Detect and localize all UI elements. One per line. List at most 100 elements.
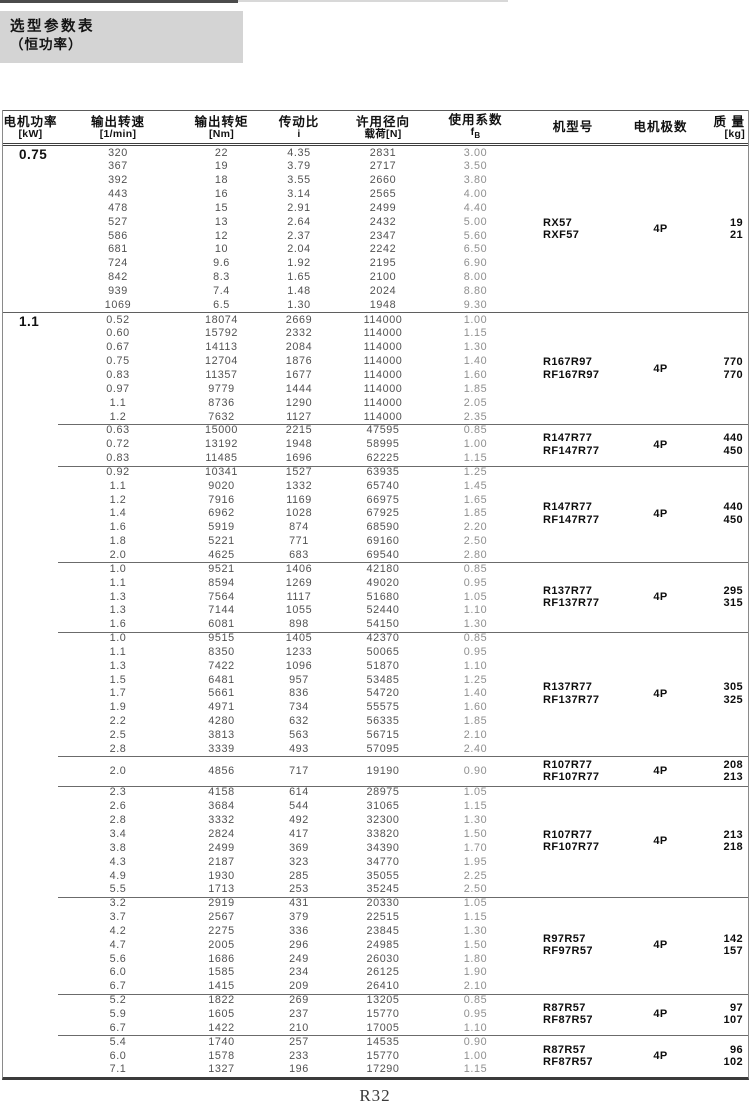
cell-ratio: 2.64 — [287, 215, 311, 228]
cell-fb: 1.95 — [463, 855, 488, 868]
cell-load: 26410 — [366, 980, 400, 993]
model-name: RF137R77 — [543, 597, 600, 610]
cell-load: 114000 — [363, 327, 403, 340]
poles-cell: 4P — [653, 362, 668, 375]
cell-load: 54720 — [366, 687, 400, 700]
table-row: 392 18 3.55 2660 3.80 — [3, 174, 748, 188]
table-row: 2.8 3332 492 32300 1.30 — [3, 814, 748, 828]
header-model: 机型号 — [552, 120, 594, 135]
cell-fb: 5.00 — [463, 215, 488, 228]
cell-load: 26125 — [366, 966, 400, 979]
cell-speed: 1.5 — [109, 673, 127, 686]
cell-torque: 2187 — [208, 855, 235, 868]
page-subtitle: （恒功率） — [10, 37, 83, 52]
cell-fb: 1.85 — [463, 715, 488, 728]
cell-ratio: 249 — [289, 952, 309, 965]
cell-load: 32300 — [366, 814, 400, 827]
cell-fb: 1.45 — [463, 479, 488, 492]
cell-load: 2100 — [369, 271, 397, 284]
mass-value: 315 — [723, 597, 743, 610]
cell-torque: 12704 — [204, 355, 239, 368]
cell-fb: 1.10 — [463, 1021, 488, 1034]
poles-cell: 4P — [653, 507, 668, 520]
table-row: 1.0 9521 1406 42180 0.85 — [3, 562, 748, 576]
mass-value: 450 — [723, 513, 743, 526]
cell-ratio: 836 — [289, 687, 309, 700]
header-output-speed: 输出转速 [1/min] — [90, 114, 145, 140]
cell-load: 14535 — [366, 1035, 400, 1048]
table-row: 527 13 2.64 2432 5.00 — [3, 215, 748, 229]
table-row: 0.60 15792 2332 114000 1.15 — [3, 327, 748, 341]
cell-fb: 1.10 — [463, 604, 488, 617]
mass-value: 770 — [723, 356, 743, 369]
cell-speed: 724 — [108, 257, 128, 270]
mass-cell: 19 21 — [693, 146, 743, 312]
table-row: 0.83 11357 1677 114000 1.60 — [3, 369, 748, 383]
table-row: 478 15 2.91 2499 4.40 — [3, 201, 748, 215]
mass-cell: 770 770 — [693, 313, 743, 424]
table-row: 1.1 8594 1269 49020 0.95 — [3, 576, 748, 590]
cell-fb: 2.10 — [463, 980, 488, 993]
cell-load: 56335 — [366, 715, 400, 728]
cell-ratio: 379 — [289, 911, 309, 924]
cell-ratio: 632 — [289, 715, 309, 728]
title-box: 选型参数表 （恒功率） — [0, 11, 243, 63]
cell-torque: 9515 — [208, 632, 235, 645]
cell-torque: 1740 — [208, 1035, 235, 1048]
cell-speed: 1.0 — [109, 632, 127, 645]
cell-torque: 7564 — [208, 590, 235, 603]
model-name: RXF57 — [543, 229, 580, 242]
model-cell: R147R77 RF147R77 — [518, 466, 628, 563]
cell-load: 26030 — [366, 952, 400, 965]
cell-torque: 1422 — [208, 1021, 235, 1034]
table-row: 4.7 2005 296 24985 1.50 — [3, 938, 748, 952]
table-row: 2.3 4158 614 28975 1.05 — [3, 786, 748, 800]
cell-load: 42370 — [366, 632, 400, 645]
cell-fb: 0.85 — [463, 562, 488, 575]
model-name: RF107R77 — [543, 841, 600, 854]
mass-value: 213 — [723, 771, 743, 784]
mass-value: 102 — [723, 1056, 743, 1069]
cell-load: 51870 — [366, 659, 400, 672]
cell-load: 52440 — [366, 604, 400, 617]
cell-fb: 3.80 — [463, 174, 488, 187]
cell-ratio: 369 — [289, 841, 309, 854]
top-rule-light — [238, 0, 508, 2]
page-number: R32 — [359, 1086, 391, 1105]
table-row: 586 12 2.37 2347 5.60 — [3, 229, 748, 243]
header-motor-poles: 电机极数 — [633, 120, 688, 135]
cell-speed: 6.0 — [109, 966, 127, 979]
cell-torque: 8736 — [208, 396, 235, 409]
model-name: R167R97 — [543, 356, 593, 369]
cell-fb: 1.30 — [463, 618, 488, 631]
model-name: R87R57 — [543, 1043, 586, 1056]
cell-speed: 4.2 — [109, 924, 127, 937]
cell-fb: 3.50 — [463, 160, 488, 173]
cell-ratio: 1269 — [285, 576, 313, 589]
cell-fb: 1.15 — [463, 911, 488, 924]
cell-speed: 1.3 — [109, 604, 127, 617]
cell-load: 65740 — [366, 479, 400, 492]
cell-speed: 1.2 — [109, 493, 127, 506]
cell-load: 66975 — [366, 493, 400, 506]
cell-speed: 0.52 — [106, 313, 130, 326]
table-row: 2.2 4280 632 56335 1.85 — [3, 715, 748, 729]
header-service-factor: 使用系数 fB — [448, 113, 503, 141]
cell-load: 35055 — [366, 869, 400, 882]
cell-fb: 2.35 — [463, 410, 488, 423]
cell-load: 68590 — [366, 521, 400, 534]
mass-cell: 213 218 — [693, 786, 743, 897]
cell-torque: 3813 — [208, 728, 235, 741]
model-name: RF167R97 — [543, 368, 600, 381]
poles-cell: 4P — [653, 687, 668, 700]
mass-value: 19 — [729, 216, 743, 229]
cell-torque: 1930 — [208, 869, 235, 882]
cell-load: 57095 — [366, 742, 400, 755]
poles-cell: 4P — [653, 835, 668, 848]
cell-speed: 1.6 — [109, 618, 127, 631]
table-row: 4.2 2275 336 23845 1.30 — [3, 925, 748, 939]
model-name: RF87R57 — [543, 1056, 593, 1069]
cell-speed: 0.75 — [106, 355, 130, 368]
cell-speed: 5.2 — [109, 994, 127, 1007]
model-cell: R147R77 RF147R77 — [518, 424, 628, 466]
